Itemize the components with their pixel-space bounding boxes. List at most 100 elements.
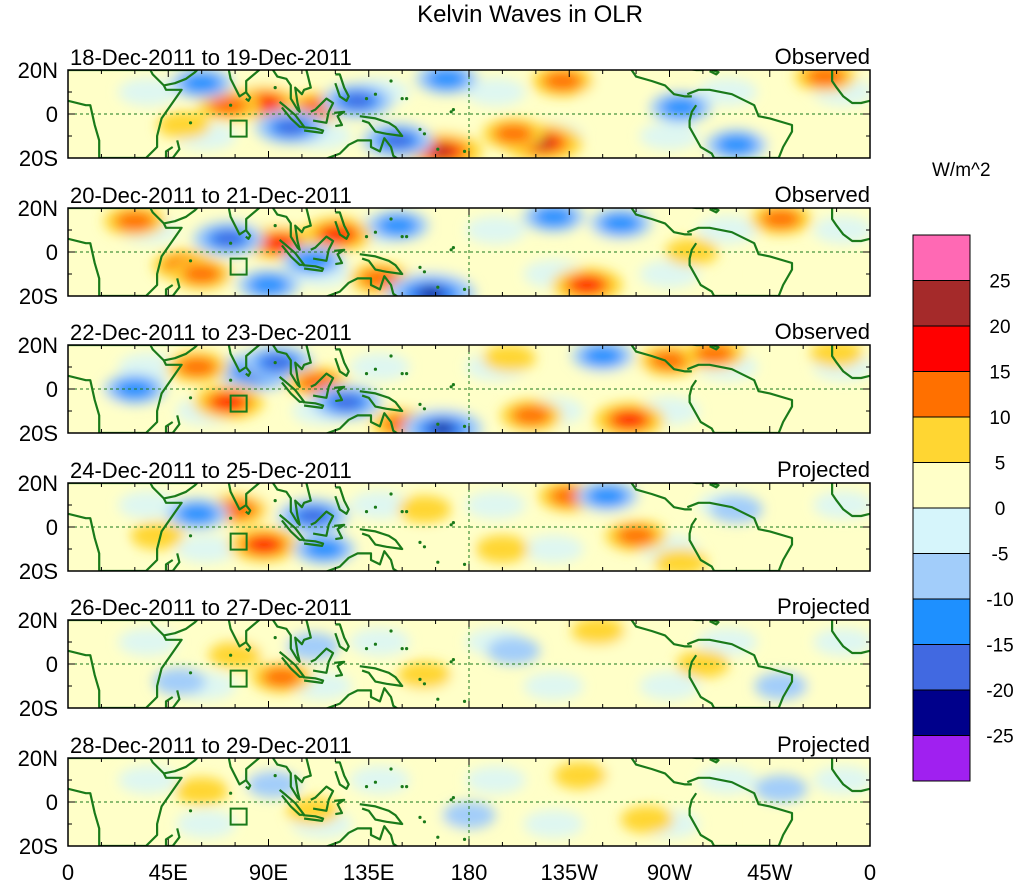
reference-box [229, 669, 248, 688]
island-dot [273, 86, 277, 90]
india-outline [227, 345, 261, 373]
background-cell [68, 672, 121, 700]
island-dot [436, 422, 440, 426]
india-outline [227, 483, 261, 511]
central-america-outline [630, 620, 692, 648]
lon-tick-label: 0 [62, 860, 74, 885]
colorbar-level-label: -5 [992, 545, 1009, 566]
anomaly-outer [475, 535, 529, 563]
anomaly-outer [553, 761, 607, 790]
island-dot [422, 682, 427, 686]
anomaly-core [331, 394, 362, 410]
island-dot [400, 235, 404, 239]
hispaniola-outline [709, 758, 720, 764]
background-cell [755, 397, 816, 425]
panel-5: 20N 0 20S 26-Dec-2011 to 27-Dec-2011 Project… [18, 594, 871, 721]
island-dot [418, 677, 422, 682]
island-dot [364, 97, 369, 101]
lat-tick-label: 0 [46, 652, 58, 677]
island-dot [418, 815, 422, 820]
colorbar: W/m^2 -25 -20 -15 -10 -5 0 5 10 15 20 25 [912, 160, 1014, 782]
philippines-outline [334, 73, 350, 102]
australia-outline [324, 687, 399, 708]
island-dot [451, 383, 456, 387]
lon-tick-label: 135W [541, 860, 599, 885]
anomaly-outer [286, 797, 340, 825]
hispaniola-outline [709, 620, 720, 626]
sulawesi-outline [334, 660, 346, 678]
island-dot [229, 241, 233, 245]
africa-outline [68, 620, 183, 708]
background-cell [68, 260, 121, 288]
se-asia-outline [272, 345, 312, 388]
anomaly-mid [805, 70, 846, 87]
anomaly-outer [130, 522, 184, 550]
background-cell [639, 122, 700, 150]
anomaly-outer [676, 650, 730, 678]
island-dot [422, 270, 427, 274]
island-dot [449, 660, 453, 664]
panel-date-label: 26-Dec-2011 to 27-Dec-2011 [70, 595, 352, 620]
anomaly-outer [397, 661, 451, 689]
anomaly-mid [533, 208, 574, 227]
anomaly-outer [482, 345, 536, 372]
island-dot [462, 424, 467, 428]
island-dot [449, 110, 453, 114]
island-dot [389, 79, 393, 83]
new-guinea-outline [359, 253, 404, 276]
island-dot [364, 785, 369, 789]
coastlines [68, 345, 870, 433]
colorbar-swatch [912, 462, 971, 509]
new-guinea-outline [359, 528, 404, 551]
anomaly-mid [582, 345, 623, 367]
island-dot [462, 287, 467, 291]
anomaly-mid [493, 123, 534, 144]
lat-tick-label: 0 [46, 377, 58, 402]
colorbar-level-label: 0 [995, 499, 1006, 520]
anomaly-core [298, 508, 328, 524]
island-dot [462, 149, 467, 153]
reference-box [229, 257, 248, 276]
island-dot [405, 97, 409, 101]
chart-title: Kelvin Waves in OLR [417, 1, 643, 28]
island-dot [422, 545, 427, 549]
island-dot [422, 407, 427, 411]
australia-outline [324, 825, 399, 846]
philippines-outline [334, 348, 350, 377]
anomaly-outer [754, 775, 808, 803]
panel-4: 20N 0 20S 24-Dec-2011 to 25-Dec-2011 Project… [18, 457, 871, 584]
coastlines [68, 483, 870, 571]
lon-tick-label: 45W [747, 860, 792, 885]
background-cell [349, 353, 410, 381]
background-cell [465, 216, 526, 244]
madagascar-outline [164, 415, 181, 433]
island-dot [373, 230, 378, 234]
south-america-outline [686, 88, 794, 158]
panel-6: 20N 0 20S 28-Dec-2011 to 29-Dec-2011 Project… [18, 732, 871, 859]
island-dot [462, 699, 467, 704]
island-dot [436, 697, 440, 701]
australia-outline [324, 550, 399, 571]
island-dot [451, 108, 456, 112]
island-dot [451, 246, 456, 250]
africa-outline [68, 345, 183, 433]
island-dot [422, 132, 427, 136]
panel-date-label: 20-Dec-2011 to 21-Dec-2011 [70, 183, 352, 208]
island-dot [373, 642, 378, 646]
anomaly-mid [542, 70, 583, 92]
new-guinea-outline [359, 390, 404, 413]
panel-3: 20N 0 20S 22-Dec-2011 to 23-Dec-2011 Observe… [18, 319, 871, 446]
island-dot [449, 523, 453, 527]
anomaly-mid [177, 503, 218, 524]
island-dot [436, 285, 440, 289]
island-dot [188, 121, 193, 125]
se-asia-outline [272, 483, 312, 526]
arabia-outline [152, 483, 199, 500]
se-asia-outline [272, 758, 312, 801]
background-cell [176, 535, 237, 563]
west-africa-bulge-outline [831, 208, 870, 243]
anomaly-outer [654, 548, 708, 571]
colorbar-swatch [912, 371, 971, 418]
background-cell [639, 260, 700, 288]
colorbar-swatch [912, 325, 971, 372]
